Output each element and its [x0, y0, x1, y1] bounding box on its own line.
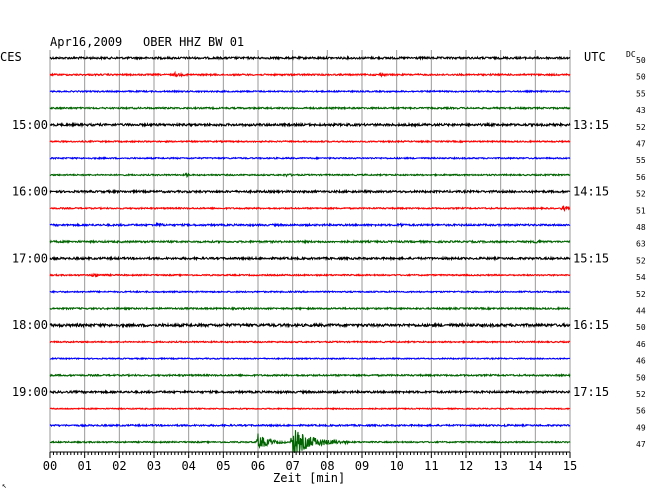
x-tick-label-00: 00 — [43, 459, 57, 473]
trace-row-14 — [49, 289, 571, 294]
dc-offset-value: 52 — [636, 256, 646, 265]
x-tick-label-06: 06 — [251, 459, 265, 473]
x-tick-label-04: 04 — [181, 459, 195, 473]
dc-offset-value: 55 — [636, 89, 646, 98]
left-time-label: 17:00 — [12, 251, 48, 265]
x-tick-label-02: 02 — [112, 459, 126, 473]
right-time-label: 15:15 — [573, 251, 609, 265]
dc-offset-value: 43 — [636, 106, 646, 115]
trace-row-1 — [49, 70, 571, 78]
trace-row-20 — [49, 389, 571, 395]
trace-row-13 — [49, 272, 571, 278]
left-time-label: 15:00 — [12, 118, 48, 132]
corner-mark: ↖ — [2, 481, 7, 490]
trace-row-6 — [49, 156, 571, 161]
trace-row-23 — [49, 430, 571, 454]
trace-row-9 — [49, 205, 571, 213]
dc-offset-value: 49 — [636, 423, 646, 432]
dc-offset-value: 52 — [636, 390, 646, 399]
x-tick-label-10: 10 — [389, 459, 403, 473]
dc-header-label: DC — [626, 50, 636, 59]
dc-offset-value: 44 — [636, 307, 646, 316]
right-time-label: 14:15 — [573, 185, 609, 199]
trace-row-11 — [49, 238, 571, 245]
time-labels: 15:00 16:00 17:00 18:00 19:00 13:15 14:15 15:15… — [12, 118, 609, 399]
x-tick-label-07: 07 — [285, 459, 299, 473]
x-tick-label-09: 09 — [355, 459, 369, 473]
x-axis: 00 01 02 03 04 05 06 07 08 09 10 11 12 13 14 15 — [43, 451, 577, 473]
trace-row-3 — [49, 105, 571, 111]
right-timezone-label: UTC — [584, 50, 606, 64]
trace-row-4 — [49, 121, 571, 129]
x-tick-label-15: 15 — [563, 459, 577, 473]
station-label: OBER HHZ BW 01 — [143, 35, 244, 49]
date-label: Apr16,2009 — [50, 35, 122, 49]
trace-row-5 — [49, 139, 571, 144]
trace-row-21 — [49, 406, 571, 411]
x-axis-title: Zeit [min] — [273, 471, 345, 485]
dc-offset-value: 46 — [636, 340, 646, 349]
dc-offset-value: 52 — [636, 190, 646, 199]
left-time-label: 18:00 — [12, 318, 48, 332]
x-tick-label-11: 11 — [424, 459, 438, 473]
x-tick-label-08: 08 — [320, 459, 334, 473]
trace-row-19 — [49, 372, 571, 378]
seismic-traces — [49, 54, 571, 454]
dc-offset-value: 50 — [636, 323, 646, 332]
dc-offset-value: 47 — [636, 440, 646, 449]
trace-row-18 — [49, 356, 571, 361]
trace-row-0 — [49, 54, 571, 61]
trace-row-2 — [49, 89, 570, 94]
x-tick-label-14: 14 — [528, 459, 542, 473]
dc-offset-value: 54 — [636, 273, 646, 282]
dc-offset-value: 47 — [636, 140, 646, 149]
dc-offset-value: 46 — [636, 357, 646, 366]
trace-row-7 — [49, 172, 571, 179]
dc-offset-value: 63 — [636, 240, 646, 249]
time-grid — [49, 50, 571, 452]
dc-offset-value: 48 — [636, 223, 646, 232]
left-time-label: 19:00 — [12, 385, 48, 399]
trace-row-22 — [49, 423, 571, 428]
dc-offset-value: 55 — [636, 156, 646, 165]
trace-row-8 — [49, 188, 571, 195]
x-tick-label-05: 05 — [216, 459, 230, 473]
trace-row-15 — [49, 306, 571, 311]
dc-offset-value: 52 — [636, 290, 646, 299]
x-tick-label-03: 03 — [147, 459, 161, 473]
right-time-label: 16:15 — [573, 318, 609, 332]
left-timezone-label: CES — [0, 50, 22, 64]
dc-offset-value: 50 — [636, 73, 646, 82]
left-time-label: 16:00 — [12, 185, 48, 199]
dc-offset-value: 51 — [636, 206, 646, 215]
dc-offset-column: 50 50 55 43 52 47 55 56 52 51 48 63 52 54 52 44 50 46 46 50… — [636, 56, 646, 449]
x-tick-label-13: 13 — [493, 459, 507, 473]
trace-row-17 — [49, 339, 571, 344]
trace-row-12 — [49, 255, 571, 262]
dc-offset-value: 50 — [636, 56, 646, 65]
trace-row-16 — [49, 321, 571, 329]
trace-row-10 — [49, 221, 571, 228]
dc-offset-value: 50 — [636, 373, 646, 382]
dc-offset-value: 52 — [636, 123, 646, 132]
x-tick-label-12: 12 — [459, 459, 473, 473]
dc-offset-value: 56 — [636, 173, 646, 182]
right-time-label: 13:15 — [573, 118, 609, 132]
right-time-label: 17:15 — [573, 385, 609, 399]
x-tick-label-01: 01 — [77, 459, 91, 473]
dc-offset-value: 56 — [636, 407, 646, 416]
